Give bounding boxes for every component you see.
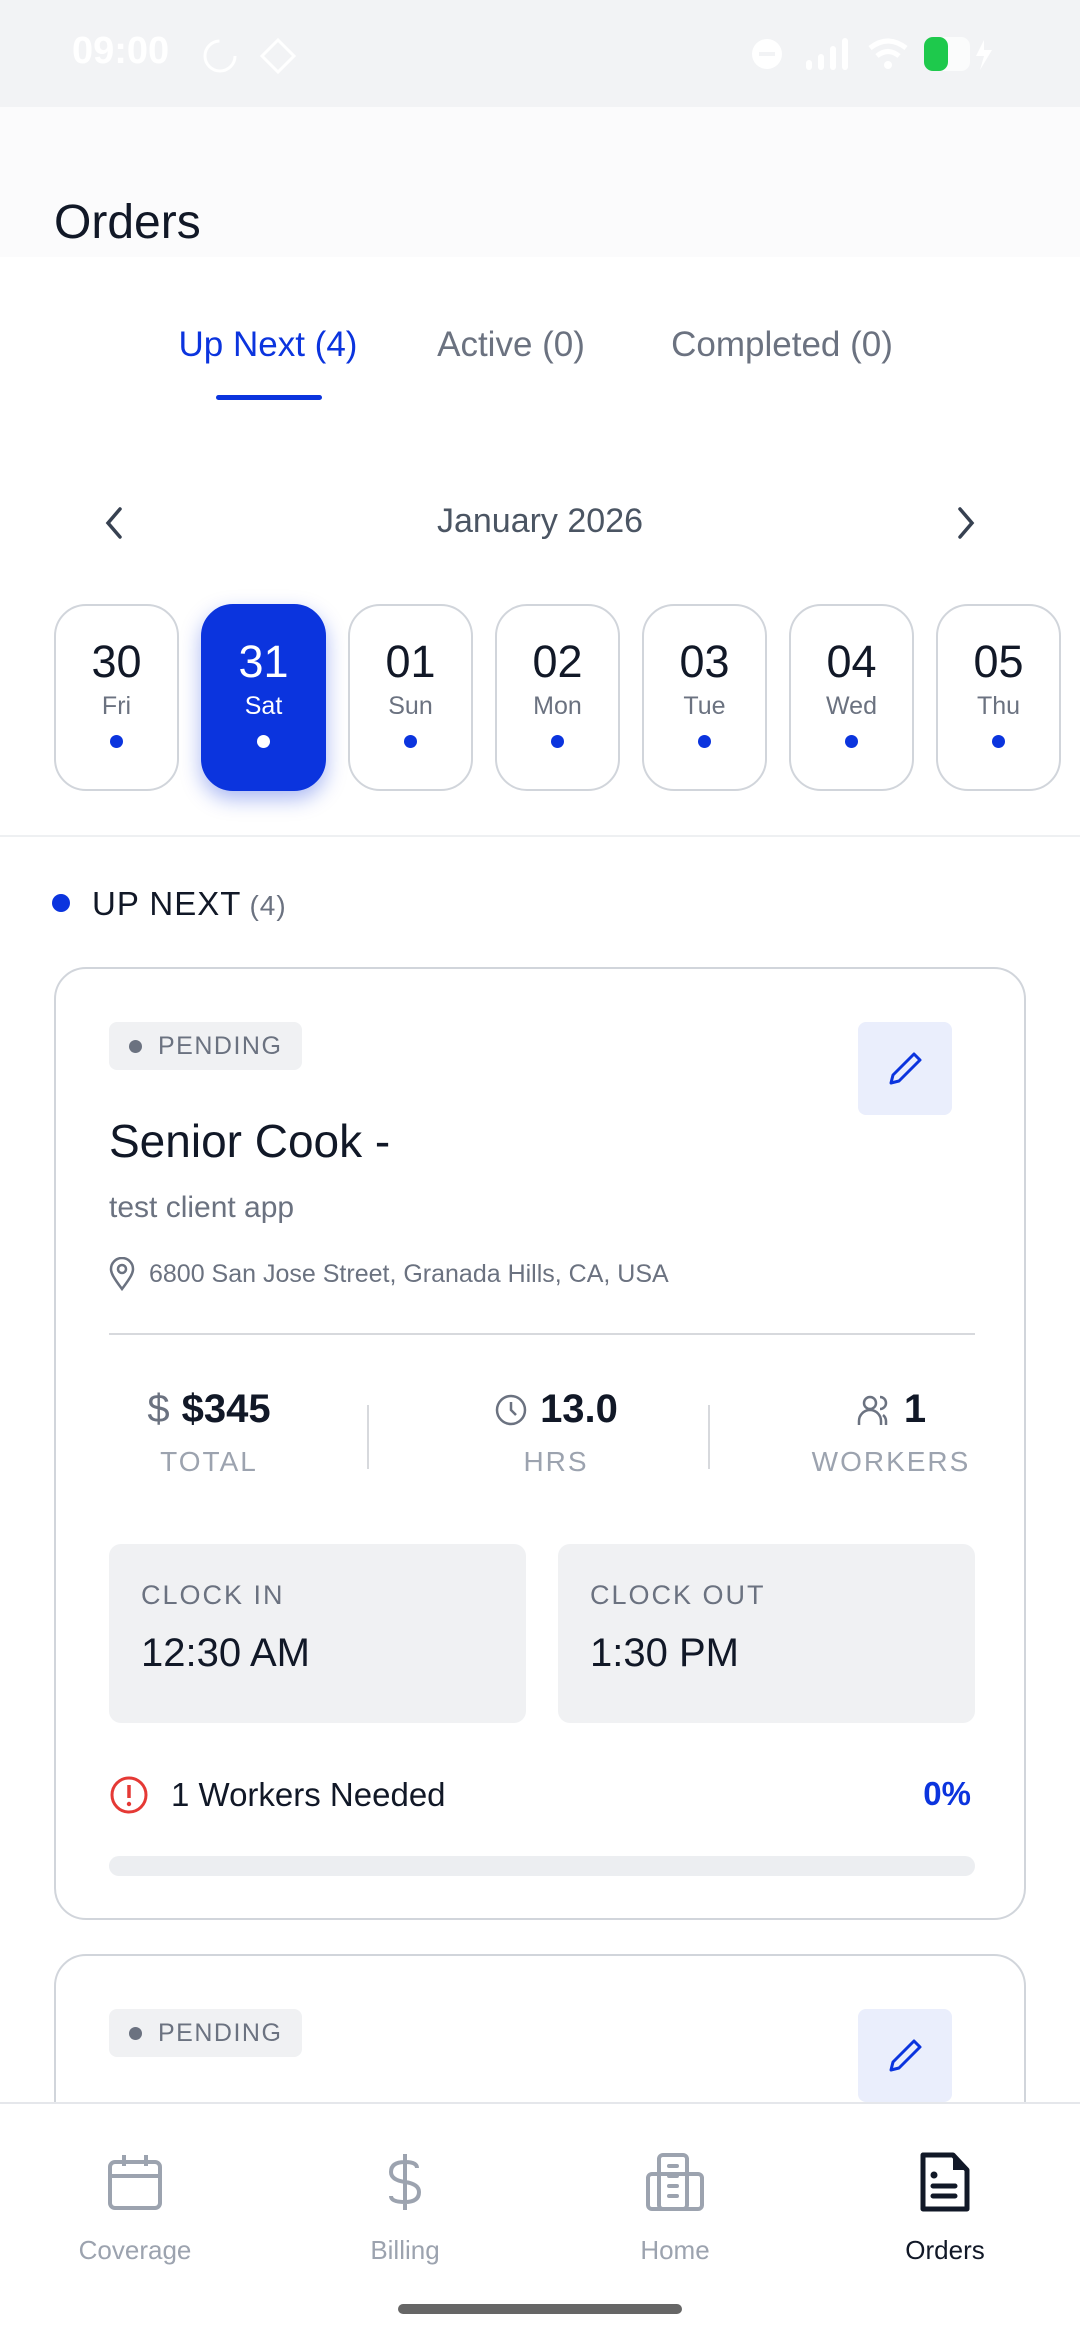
day-chip[interactable]: 03 Tue: [642, 604, 767, 791]
address: 6800 San Jose Street, Granada Hills, CA,…: [109, 1257, 669, 1291]
day-number: 03: [679, 636, 730, 687]
calendar-icon: [108, 2155, 162, 2210]
document-icon: [920, 2152, 970, 2212]
nav-coverage[interactable]: Coverage: [0, 2152, 270, 2266]
edit-button[interactable]: [858, 2009, 952, 2102]
order-dot: [257, 735, 270, 748]
day-of-week: Wed: [826, 692, 877, 720]
day-chip[interactable]: 02 Mon: [495, 604, 620, 791]
tab-indicator: [216, 395, 322, 400]
location-pin-icon: [109, 1257, 135, 1291]
day-of-week: Sat: [244, 692, 283, 720]
users-icon: [857, 1395, 888, 1425]
day-number: 31: [238, 636, 289, 687]
stat-hours: 13.0 HRS: [436, 1387, 676, 1478]
pencil-icon: [889, 2039, 922, 2071]
day-chip[interactable]: 05 Thu: [936, 604, 1061, 791]
status-badge: PENDING: [109, 2009, 303, 2057]
chevron-left-icon[interactable]: [100, 505, 130, 541]
section-dot: [52, 894, 70, 912]
order-dot: [698, 735, 711, 748]
building-icon: [646, 2153, 704, 2211]
day-number: 05: [973, 636, 1024, 687]
section-label: UP NEXT: [92, 885, 242, 922]
chevron-right-icon[interactable]: [950, 505, 980, 541]
tab-completed[interactable]: Completed (0): [671, 325, 893, 364]
order-dot: [404, 735, 417, 748]
nav-home[interactable]: Home: [540, 2152, 810, 2266]
status-badge: PENDING: [109, 1022, 303, 1070]
day-chip[interactable]: 04 Wed: [789, 604, 914, 791]
clock-in-box: CLOCK IN 12:30 AM: [109, 1544, 526, 1723]
day-number: 01: [385, 636, 436, 687]
edit-button[interactable]: [858, 1022, 952, 1115]
nav-orders[interactable]: Orders: [810, 2152, 1080, 2266]
header: [0, 107, 1080, 257]
stat-workers: 1 WORKERS: [811, 1387, 971, 1477]
day-of-week: Tue: [683, 692, 726, 720]
fill-percent: 0%: [923, 1775, 971, 1812]
day-chip[interactable]: 30 Fri: [54, 604, 179, 791]
order-title: Senior Cook -: [109, 1115, 391, 1167]
status-icons-right: [752, 37, 992, 71]
section-header: UP NEXT (4): [52, 885, 287, 923]
workers-needed: 1 Workers Needed: [109, 1775, 446, 1815]
day-of-week: Sun: [388, 692, 433, 720]
section-count: (4): [249, 890, 287, 921]
day-chip[interactable]: 01 Sun: [348, 604, 473, 791]
home-indicator: [398, 2304, 682, 2314]
day-of-week: Thu: [976, 692, 1021, 720]
order-dot: [551, 735, 564, 748]
day-chip-selected[interactable]: 31 Sat: [201, 604, 326, 791]
day-of-week: Mon: [533, 692, 582, 720]
month-label: January 2026: [436, 502, 644, 540]
divider: [109, 1333, 975, 1335]
dollar-icon: $: [147, 1387, 170, 1431]
tab-active[interactable]: Active (0): [437, 325, 585, 364]
alert-icon: [110, 1776, 148, 1814]
status-time: 09:00: [72, 30, 170, 72]
day-number: 30: [91, 636, 142, 687]
page-title: Orders: [54, 196, 201, 249]
status-bar: 09:00: [0, 0, 1080, 107]
client-name: test client app: [109, 1191, 295, 1224]
order-dot: [110, 735, 123, 748]
stat-total: $ $345 TOTAL: [147, 1387, 271, 1477]
dollar-icon: [388, 2154, 422, 2210]
order-card[interactable]: PENDING Senior Cook - test client app 68…: [54, 967, 1026, 1920]
clock-icon: [495, 1394, 527, 1425]
day-number: 02: [532, 636, 583, 687]
divider: [367, 1405, 369, 1469]
status-icons-left: [203, 37, 297, 75]
divider: [708, 1405, 710, 1469]
tab-up-next[interactable]: Up Next (4): [178, 325, 358, 364]
order-dot: [992, 735, 1005, 748]
divider: [0, 835, 1080, 837]
bottom-nav: Coverage Billing Home Orders: [0, 2102, 1080, 2340]
order-dot: [845, 735, 858, 748]
day-of-week: Fri: [101, 692, 132, 720]
pencil-icon: [889, 1052, 922, 1084]
fill-progress-bar: [109, 1856, 975, 1876]
clock-out-box: CLOCK OUT 1:30 PM: [558, 1544, 975, 1723]
nav-billing[interactable]: Billing: [270, 2152, 540, 2266]
day-number: 04: [826, 636, 877, 687]
